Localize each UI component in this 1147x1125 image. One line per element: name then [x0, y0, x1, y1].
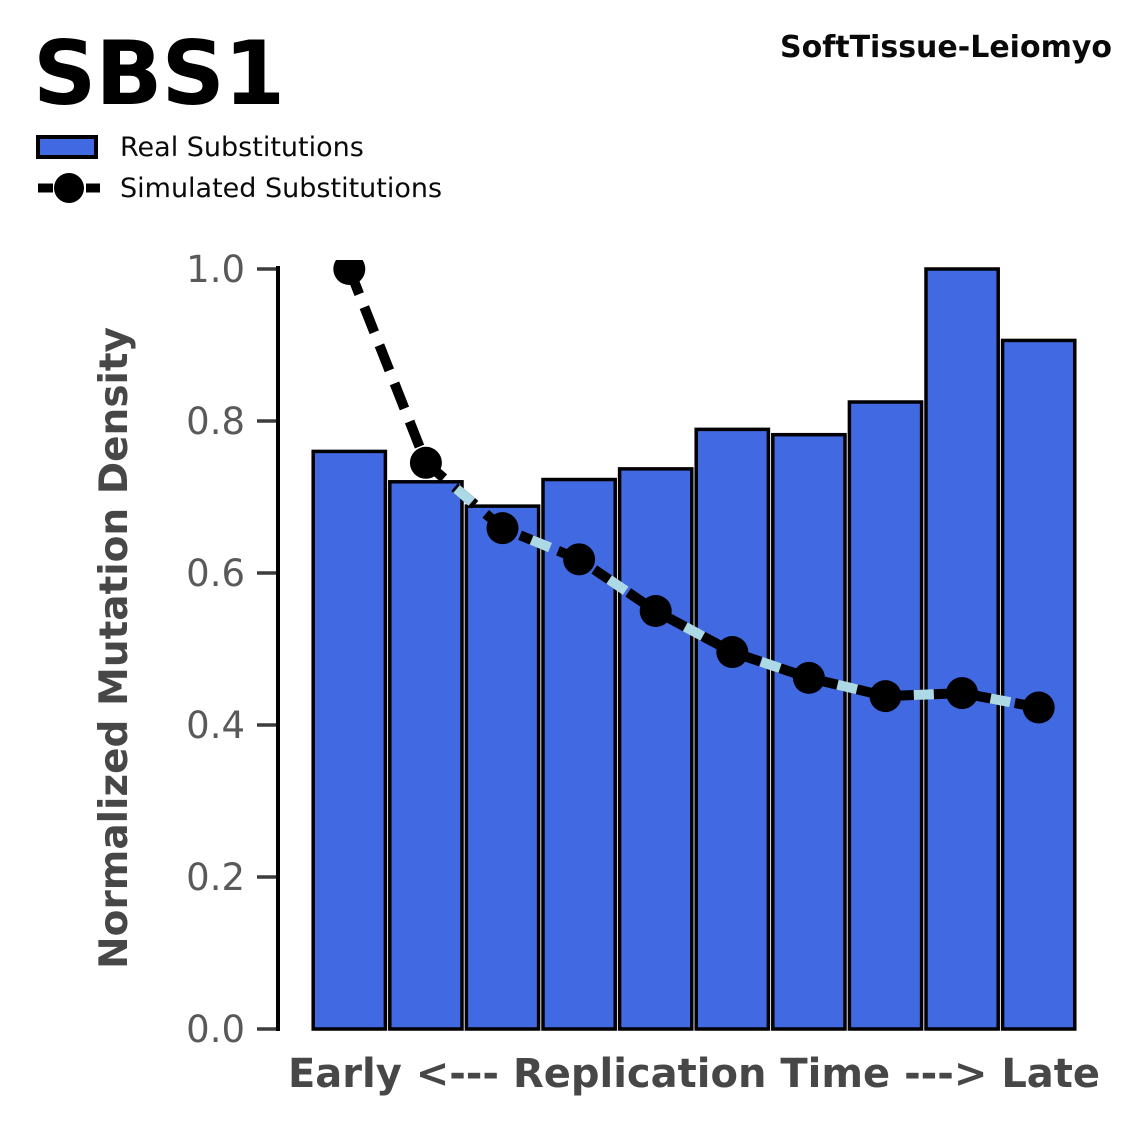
legend: Real Substitutions Simulated Substitutio… [36, 132, 442, 204]
x-axis-label: Early <--- Replication Time ---> Late [288, 1051, 1100, 1097]
bar [694, 427, 771, 1031]
simulated-point [792, 661, 825, 694]
simulated-point [333, 260, 366, 285]
legend-bar-swatch [36, 135, 98, 159]
y-tick-label: 0.2 [186, 856, 245, 899]
y-tick-label: 0.6 [186, 552, 245, 595]
line-gap-highlight [913, 689, 934, 700]
legend-label-simulated: Simulated Substitutions [120, 173, 442, 204]
simulated-point [409, 446, 442, 479]
y-axis-label: Normalized Mutation Density [92, 327, 137, 969]
plot-area: 0.0 0.2 0.4 0.6 0.8 1.0 [186, 248, 1077, 1051]
legend-marker-icon [54, 173, 84, 203]
y-tick-label: 1.0 [186, 248, 245, 291]
y-tick-label: 0.4 [186, 704, 245, 747]
line-gap-highlight [453, 485, 476, 506]
simulated-point [563, 543, 596, 576]
bar [847, 400, 924, 1031]
page-title: SBS1 [33, 22, 284, 125]
simulated-point [639, 595, 672, 627]
y-tick-label: 0.0 [186, 1008, 245, 1051]
simulated-point [946, 677, 979, 710]
bar [924, 267, 1000, 1031]
simulated-point [1022, 691, 1055, 724]
bar [311, 449, 388, 1031]
line-gap-highlight [682, 622, 706, 641]
line-gap-highlight [606, 575, 629, 595]
simulated-point [486, 512, 519, 545]
y-tick-label: 0.8 [186, 400, 245, 443]
bar [771, 432, 847, 1031]
legend-line-swatch [38, 173, 100, 203]
simulated-point [869, 680, 902, 713]
bar [617, 467, 694, 1031]
simulated-point [716, 636, 749, 669]
bar [388, 480, 464, 1031]
line-gap-highlight [989, 693, 1012, 708]
sample-label: SoftTissue-Leiomyo [780, 30, 1112, 65]
line-gap-highlight [836, 679, 859, 695]
bar [1000, 338, 1077, 1031]
simulated-series [333, 260, 1055, 724]
line-gap-highlight [759, 657, 782, 673]
bar [464, 504, 541, 1031]
legend-label-real: Real Substitutions [120, 132, 364, 163]
line-gap-highlight [529, 535, 552, 553]
